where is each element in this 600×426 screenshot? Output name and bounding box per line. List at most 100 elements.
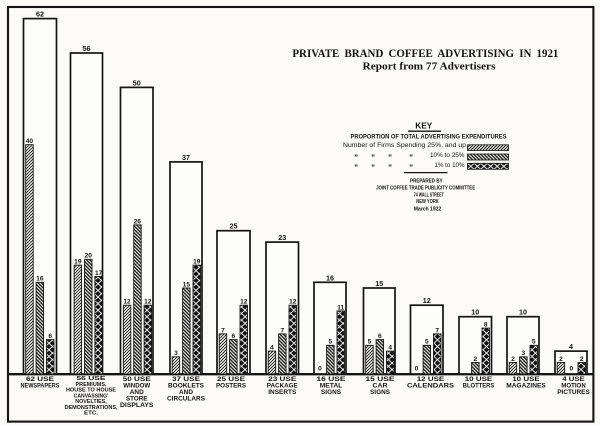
svg-text:12: 12 (123, 299, 131, 306)
svg-text:8: 8 (484, 322, 488, 329)
svg-text:2: 2 (474, 356, 478, 363)
svg-text:10 USE: 10 USE (512, 376, 540, 383)
svg-text:CIRCULARS: CIRCULARS (167, 396, 206, 403)
svg-text:12: 12 (240, 299, 248, 306)
svg-text:19: 19 (74, 258, 82, 265)
svg-text:15: 15 (183, 281, 191, 288)
svg-text:PREPARED BY: PREPARED BY (410, 179, 443, 185)
svg-text:7: 7 (221, 327, 225, 334)
svg-text:12: 12 (144, 299, 152, 306)
svg-text:25 USE: 25 USE (217, 376, 246, 383)
svg-text:WINDOW: WINDOW (123, 383, 151, 390)
svg-text:INSERTS: INSERTS (268, 389, 297, 396)
svg-text:5: 5 (532, 339, 536, 346)
svg-text:23 USE: 23 USE (268, 376, 297, 383)
svg-text:3: 3 (522, 350, 526, 357)
svg-text:74 WALL STREET: 74 WALL STREET (414, 192, 444, 198)
svg-text:5: 5 (425, 339, 429, 346)
svg-text:40: 40 (26, 138, 34, 145)
svg-text:6: 6 (378, 333, 382, 340)
svg-text:KEY: KEY (415, 121, 433, 130)
svg-text:1% to 10%: 1% to 10% (435, 162, 465, 169)
svg-text:”: ” (388, 163, 392, 172)
svg-text:62 USE: 62 USE (26, 376, 55, 383)
svg-text:HOUSE TO HOUSE: HOUSE TO HOUSE (66, 388, 116, 394)
svg-text:”: ” (388, 153, 392, 162)
svg-text:PICTURES: PICTURES (557, 389, 590, 396)
svg-text:DEMONSTRATIONS,: DEMONSTRATIONS, (65, 405, 118, 411)
svg-text:AND: AND (130, 389, 144, 396)
svg-text:2: 2 (559, 356, 563, 363)
svg-text:POSTERS: POSTERS (216, 383, 247, 390)
svg-text:23: 23 (278, 233, 286, 242)
svg-text:5: 5 (368, 339, 372, 346)
svg-text:METAL: METAL (320, 383, 343, 390)
svg-text:6: 6 (48, 333, 52, 340)
svg-text:MAGAZINES: MAGAZINES (506, 383, 546, 390)
svg-text:16 USE: 16 USE (317, 376, 347, 383)
svg-text:MOTION: MOTION (561, 383, 586, 390)
svg-text:15: 15 (375, 279, 383, 288)
svg-text:NEW YORK: NEW YORK (416, 199, 439, 205)
svg-text:NEWSPAPERS: NEWSPAPERS (21, 383, 61, 390)
svg-text:0: 0 (318, 365, 322, 372)
svg-text:16: 16 (326, 273, 334, 282)
svg-text:4: 4 (270, 344, 274, 351)
svg-text:JOINT COFFEE TRADE PUBLICITY C: JOINT COFFEE TRADE PUBLICITY COMMITTEE (376, 186, 475, 192)
svg-text:SIGNS: SIGNS (321, 389, 342, 396)
svg-text:0: 0 (570, 365, 574, 372)
svg-text:4 USE: 4 USE (562, 376, 585, 383)
svg-text:DISPLAYS: DISPLAYS (120, 402, 154, 409)
svg-text:6: 6 (232, 333, 236, 340)
svg-text:”: ” (371, 153, 375, 162)
svg-text:PACKAGE: PACKAGE (267, 383, 299, 390)
svg-text:2: 2 (580, 356, 584, 363)
svg-text:50 USE: 50 USE (123, 376, 152, 383)
svg-text:”: ” (409, 163, 413, 172)
svg-text:BOOKLETS: BOOKLETS (168, 383, 205, 390)
svg-text:15 USE: 15 USE (366, 376, 396, 383)
svg-text:PREMIUMS,: PREMIUMS, (76, 382, 107, 388)
svg-text:7: 7 (281, 327, 285, 334)
svg-text:March 1922: March 1922 (414, 206, 442, 212)
svg-text:BLOTTERS: BLOTTERS (463, 383, 495, 390)
svg-text:50: 50 (133, 78, 141, 87)
svg-text:5: 5 (329, 339, 333, 346)
svg-text:10: 10 (519, 308, 527, 317)
svg-text:PROPORTION OF TOTAL ADVERTISIN: PROPORTION OF TOTAL ADVERTISING EXPENDIT… (351, 134, 508, 141)
svg-text:Number of Firms Spending 25%,: Number of Firms Spending 25%, and up (343, 142, 466, 149)
svg-text:”: ” (354, 153, 358, 162)
svg-text:CALENDARS: CALENDARS (407, 383, 455, 390)
svg-text:4: 4 (388, 344, 392, 351)
svg-text:19: 19 (193, 258, 201, 265)
svg-text:56 USE: 56 USE (77, 376, 106, 382)
svg-text:56: 56 (83, 44, 91, 53)
svg-text:”: ” (371, 163, 375, 172)
svg-text:AND: AND (179, 389, 193, 396)
svg-text:Report from 77 Advertisers: Report from 77 Advertisers (363, 60, 497, 72)
svg-text:7: 7 (435, 327, 439, 334)
svg-text:4: 4 (569, 342, 573, 351)
svg-text:11: 11 (337, 304, 344, 311)
svg-text:”: ” (354, 163, 358, 172)
svg-text:10 USE: 10 USE (465, 376, 493, 383)
svg-text:CANVASSING': CANVASSING' (74, 393, 109, 399)
svg-text:ETC.: ETC. (84, 411, 98, 417)
svg-text:12 USE: 12 USE (417, 376, 445, 383)
svg-text:20: 20 (85, 253, 93, 260)
svg-text:10: 10 (471, 308, 479, 317)
svg-text:37 USE: 37 USE (172, 376, 201, 383)
svg-text:3: 3 (174, 350, 178, 357)
svg-text:37: 37 (182, 153, 190, 162)
svg-text:10% to 25%: 10% to 25% (430, 152, 465, 159)
svg-text:STORE: STORE (126, 396, 148, 403)
svg-text:16: 16 (36, 276, 44, 283)
svg-text:PRIVATE BRAND COFFEE ADVERTISI: PRIVATE BRAND COFFEE ADVERTISING IN 1921 (292, 48, 558, 60)
svg-text:12: 12 (289, 299, 297, 306)
svg-text:26: 26 (134, 218, 142, 225)
svg-text:NOVELTIES,: NOVELTIES, (75, 399, 107, 405)
svg-text:0: 0 (415, 365, 419, 372)
svg-text:62: 62 (36, 10, 44, 19)
svg-text:”: ” (409, 153, 413, 162)
svg-text:2: 2 (511, 356, 515, 363)
